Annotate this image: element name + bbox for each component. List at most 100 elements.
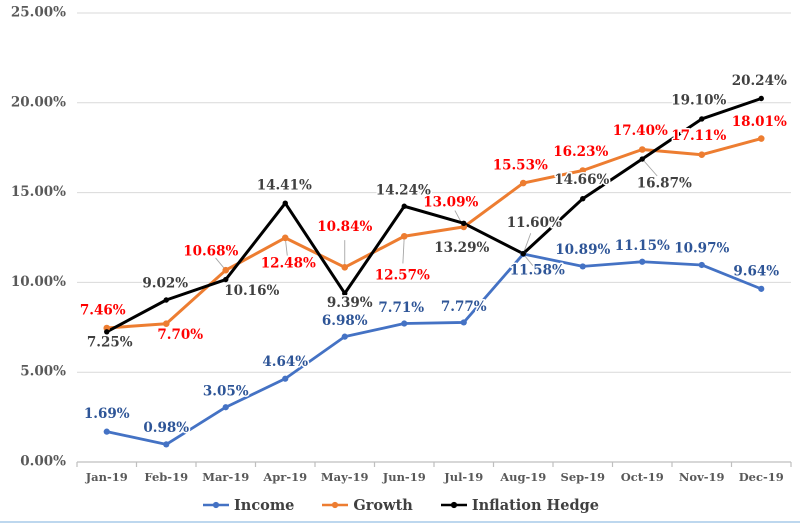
x-axis-category-label: Jun-19 <box>382 470 426 484</box>
data-label: 10.89% <box>555 242 610 258</box>
legend-label-inflation-hedge: Inflation Hedge <box>471 496 599 514</box>
data-point-marker <box>580 196 586 202</box>
x-axis-category-label: Mar-19 <box>202 470 249 484</box>
data-point-marker <box>401 203 407 209</box>
data-label: 6.98% <box>322 313 368 329</box>
data-point-marker <box>281 234 289 242</box>
y-axis-tick-label: 5.00% <box>20 364 66 380</box>
data-point-marker <box>698 151 706 159</box>
x-axis-category-label: Nov-19 <box>679 470 725 484</box>
data-point-marker <box>460 319 467 326</box>
data-point-marker <box>222 404 229 411</box>
data-point-marker <box>163 297 169 303</box>
data-label: 9.64% <box>733 263 779 279</box>
legend-label-income: Income <box>234 496 295 514</box>
data-label: 15.53% <box>493 158 548 174</box>
x-axis-category-label: Jan-19 <box>85 470 128 484</box>
y-axis-tick-label: 25.00% <box>11 5 66 21</box>
data-point-marker <box>579 167 587 174</box>
chart-plot-container: 0.00% 5.00% 10.00% 15.00% 20.00% 25.00% Jan-19… <box>11 5 792 484</box>
data-label: 16.23% <box>553 144 608 160</box>
legend-item-income: Income <box>201 497 294 514</box>
legend-item-inflation-hedge: Inflation Hedge <box>439 497 599 514</box>
data-label-leader-line <box>522 233 532 254</box>
data-label: 1.69% <box>84 406 130 422</box>
x-axis-category-label: Aug-19 <box>499 470 546 484</box>
data-label: 19.10% <box>671 92 726 108</box>
data-label: 18.01% <box>732 114 787 130</box>
data-point-marker <box>639 156 645 162</box>
x-axis-category-label: Jul-19 <box>443 470 483 484</box>
legend-marker-inflation-hedge-icon <box>440 501 467 509</box>
data-point-marker <box>341 264 349 271</box>
data-point-marker <box>103 428 110 435</box>
x-axis-category-label: Oct-19 <box>621 470 664 484</box>
data-label: 0.98% <box>143 420 189 436</box>
data-point-marker <box>342 290 348 297</box>
data-point-marker <box>104 329 110 335</box>
data-label-leader-line <box>641 158 658 177</box>
data-point-marker <box>639 258 646 265</box>
data-label: 17.40% <box>613 123 668 139</box>
data-point-marker <box>520 250 526 257</box>
data-point-marker <box>758 95 764 102</box>
chart-legend: Income Growth Inflation Hedge <box>0 489 800 521</box>
data-label: 12.57% <box>375 268 430 284</box>
data-label: 7.70% <box>157 327 203 343</box>
data-point-marker <box>282 375 289 382</box>
x-axis-category-label: Dec-19 <box>739 470 784 484</box>
data-point-marker <box>400 232 408 240</box>
data-label: 14.41% <box>257 178 312 194</box>
data-point-marker <box>162 320 170 328</box>
data-label: 7.77% <box>441 299 487 315</box>
data-label: 7.25% <box>87 334 133 350</box>
data-label: 10.16% <box>224 283 279 299</box>
series-line-inflation-hedge <box>105 96 763 334</box>
series-line-growth <box>105 137 763 330</box>
data-point-marker <box>698 261 705 269</box>
data-label-leader-line <box>402 236 405 264</box>
data-label: 10.68% <box>183 244 238 260</box>
y-axis-tick-label: 15.00% <box>11 184 66 200</box>
data-point-marker <box>282 200 288 206</box>
y-axis-tick-label: 20.00% <box>11 94 66 110</box>
data-label: 14.66% <box>554 172 609 188</box>
legend-marker-income-icon <box>203 501 229 509</box>
data-point-marker <box>699 116 705 122</box>
data-point-marker <box>341 333 348 340</box>
data-label: 10.84% <box>317 219 372 235</box>
data-label: 17.11% <box>671 128 726 144</box>
legend-item-growth: Growth <box>320 496 413 514</box>
x-axis-category-label: May-19 <box>321 470 369 484</box>
line-chart: 0.00% 5.00% 10.00% 15.00% 20.00% 25.00% Jan-19… <box>11 5 792 484</box>
data-point-marker <box>401 320 408 327</box>
data-label: 9.39% <box>327 295 373 311</box>
legend-label-growth: Growth <box>353 496 413 514</box>
data-point-marker <box>223 276 229 283</box>
data-label: 3.05% <box>203 384 249 400</box>
data-label: 9.02% <box>142 276 188 292</box>
data-label: 13.29% <box>434 240 489 256</box>
data-point-marker <box>461 220 467 227</box>
data-label: 20.24% <box>732 73 787 89</box>
data-point-marker <box>579 263 586 270</box>
series-line-income <box>105 252 763 446</box>
x-axis-category-label: Feb-19 <box>144 470 188 484</box>
data-point-marker <box>519 179 527 187</box>
data-label: 10.97% <box>674 240 729 256</box>
y-axis-tick-label: 10.00% <box>11 274 66 290</box>
legend-marker-growth-icon <box>322 501 349 509</box>
data-point-marker <box>757 135 765 142</box>
data-label: 14.24% <box>376 183 431 199</box>
data-point-marker <box>638 146 646 153</box>
data-label: 16.87% <box>637 176 692 192</box>
data-label: 7.71% <box>378 300 424 316</box>
data-label: 7.46% <box>80 303 126 319</box>
x-axis-category-label: Sep-19 <box>561 470 605 484</box>
data-point-marker <box>758 285 765 292</box>
data-label: 11.60% <box>507 215 562 231</box>
data-point-marker <box>222 266 230 274</box>
data-label: 11.15% <box>615 238 670 254</box>
y-axis-tick-label: 0.00% <box>20 454 66 470</box>
